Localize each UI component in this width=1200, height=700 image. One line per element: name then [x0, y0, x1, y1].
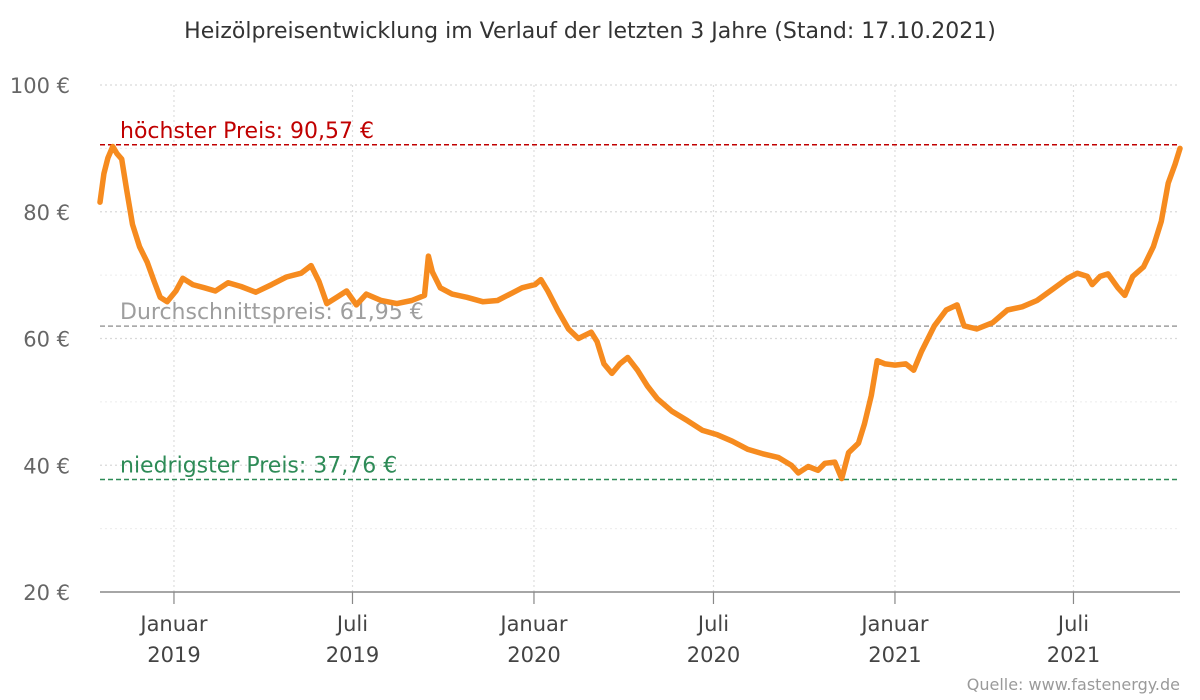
x-tick-year: 2021	[868, 643, 921, 667]
reference-label-avg: Durchschnittspreis: 61,95 €	[120, 300, 424, 325]
x-tick-year: 2020	[507, 643, 560, 667]
x-tick-year: 2019	[326, 643, 379, 667]
x-axis-labels: Januar 2019 Juli 2019 Januar 2020 Juli 2020 Janu…	[138, 612, 1100, 667]
x-axis-ticks	[173, 592, 1075, 604]
y-axis-labels: 20 € 40 € 60 € 80 € 100 €	[10, 74, 70, 605]
reference-label-max: höchster Preis: 90,57 €	[120, 119, 374, 144]
y-tick-label: 40 €	[23, 454, 70, 478]
x-tick-year: 2019	[147, 643, 200, 667]
x-tick-month: Juli	[1056, 612, 1089, 636]
x-gridlines	[173, 85, 1075, 592]
series-line-price	[97, 143, 1183, 482]
source-note: Quelle: www.fastenergy.de	[967, 675, 1180, 694]
series-layer: Durchschnittspreis: 61,95 €	[97, 143, 1183, 482]
x-tick-year: 2020	[687, 643, 740, 667]
y-tick-label: 100 €	[10, 74, 70, 98]
reference-label-min: niedrigster Preis: 37,76 €	[120, 453, 397, 478]
x-tick-month: Juli	[335, 612, 368, 636]
y-tick-label: 20 €	[23, 581, 70, 605]
x-tick-month: Juli	[696, 612, 729, 636]
x-tick-month: Januar	[138, 612, 208, 636]
x-tick-month: Januar	[859, 612, 929, 636]
x-tick-month: Januar	[498, 612, 568, 636]
y-gridlines	[100, 84, 1180, 530]
reference-lines: höchster Preis: 90,57 € niedrigster Preis…	[100, 119, 1180, 481]
x-tick-year: 2021	[1047, 643, 1100, 667]
chart-title: Heizölpreisentwicklung im Verlauf der le…	[184, 19, 996, 44]
y-tick-label: 80 €	[23, 201, 70, 225]
y-tick-label: 60 €	[23, 328, 70, 352]
